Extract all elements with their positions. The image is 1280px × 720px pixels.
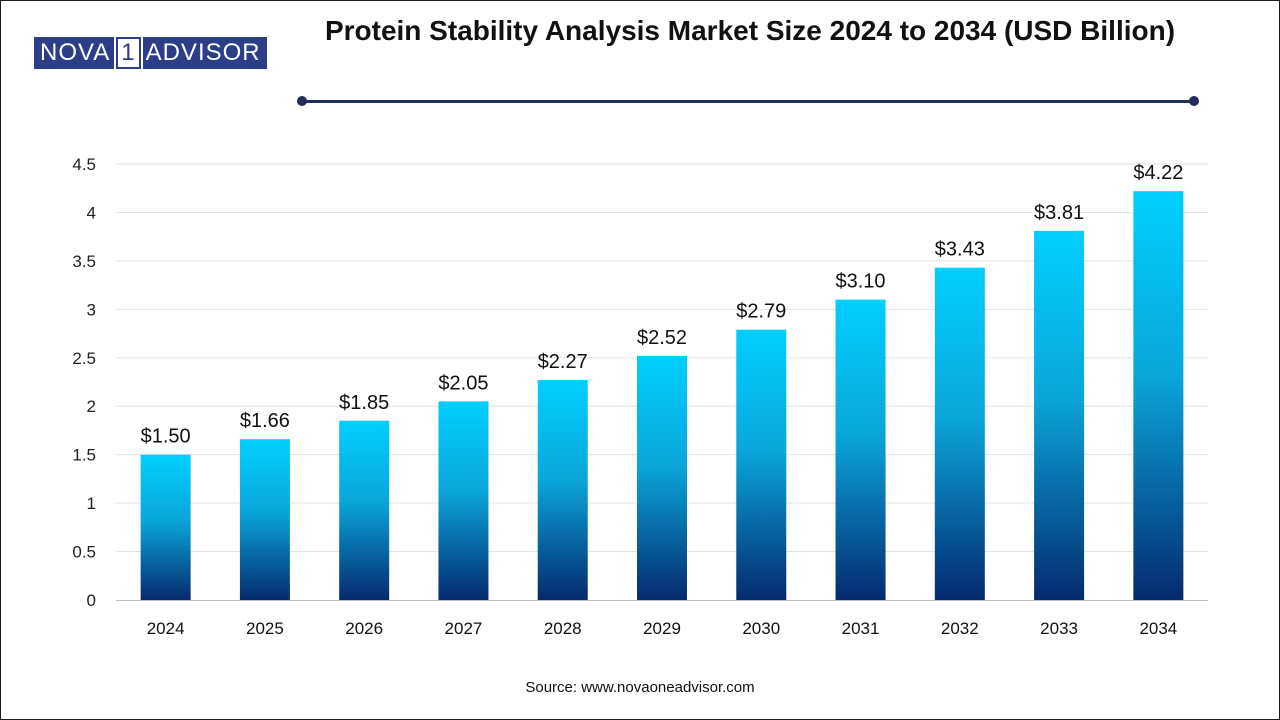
y-tick-label: 4.5 [72,155,96,174]
data-label: $1.50 [141,426,191,448]
y-tick-label: 2.5 [72,349,96,368]
bar [438,401,489,600]
data-label: $3.81 [1034,202,1084,224]
y-tick-label: 1.5 [72,446,96,465]
x-tick-label: 2034 [1139,619,1177,638]
bar [140,454,191,600]
bars [140,191,1184,600]
bar [537,380,588,600]
x-axis-ticks: 2024 2025 2026 2027 2028 2029 2030 2031 2032 2033… [147,619,1178,638]
data-label: $2.79 [736,301,786,323]
y-tick-label: 0.5 [72,543,96,562]
x-tick-label: 2025 [246,619,284,638]
x-tick-label: 2031 [842,619,880,638]
x-tick-label: 2028 [544,619,582,638]
title-underline-dot-left [297,96,307,106]
bar [339,420,390,600]
logo-text-nova: NOVA [34,37,115,69]
y-tick-label: 3.5 [72,252,96,271]
logo-text-advisor: ADVISOR [142,37,267,69]
data-label: $3.43 [935,239,985,261]
data-label: $2.27 [538,351,588,373]
logo-text-number: 1 [116,37,141,69]
x-tick-label: 2027 [445,619,483,638]
data-label: $1.66 [240,410,290,432]
x-tick-label: 2032 [941,619,979,638]
data-label: $2.05 [438,372,488,394]
data-label: $3.10 [836,271,886,293]
title-underline-dot-right [1189,96,1199,106]
bar [1034,230,1085,600]
x-tick-label: 2029 [643,619,681,638]
data-label: $4.22 [1133,162,1183,184]
title-underline [302,100,1195,103]
chart-title: Protein Stability Analysis Market Size 2… [324,15,1176,46]
bar [239,439,290,600]
source-note: Source: www.novaoneadvisor.com [525,679,755,696]
nova-advisor-logo: NOVA 1 ADVISOR [34,37,267,69]
y-tick-label: 0 [87,591,96,610]
y-tick-label: 3 [87,300,96,319]
data-label: $1.85 [339,392,389,414]
bar [1133,191,1184,600]
bar [835,299,886,600]
y-axis-ticks: 0 0.5 1 1.5 2 2.5 3 3.5 4 4.5 [72,155,96,610]
y-tick-label: 4 [87,203,96,222]
x-tick-label: 2026 [345,619,383,638]
data-label: $2.52 [637,327,687,349]
bar [934,267,985,600]
bar [637,355,687,600]
value-labels: $1.50 $1.66 $1.85 $2.05 $2.27 $2.52 $2.79 $3.10… [141,162,1184,448]
x-tick-label: 2030 [742,619,780,638]
bar [736,329,787,600]
x-tick-label: 2033 [1040,619,1078,638]
x-tick-label: 2024 [147,619,185,638]
y-tick-label: 2 [87,397,96,416]
y-tick-label: 1 [87,494,96,513]
